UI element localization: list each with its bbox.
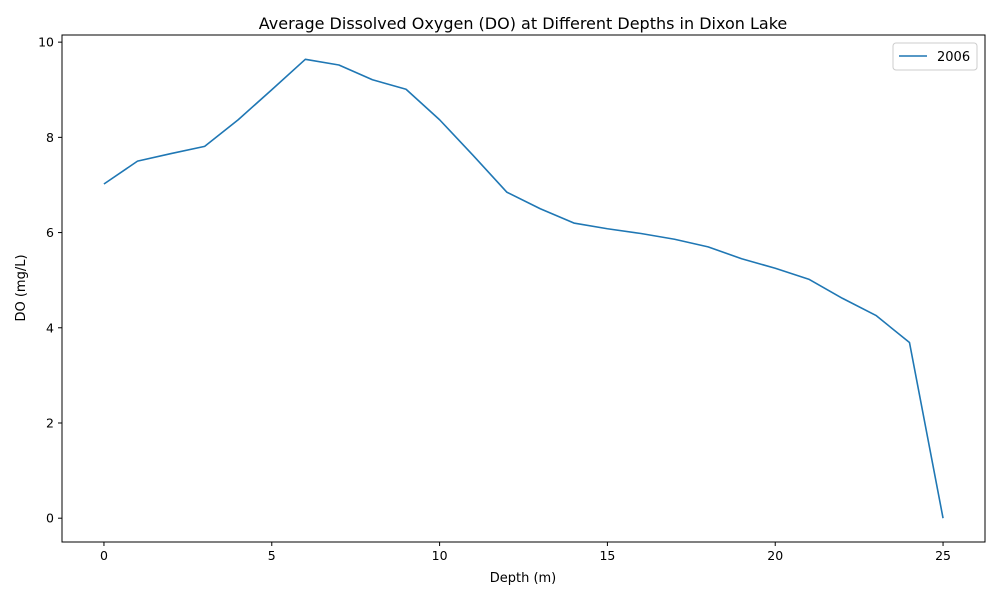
data-point <box>136 160 139 163</box>
data-point <box>337 63 340 66</box>
data-point <box>942 517 945 520</box>
data-point <box>841 297 844 300</box>
data-point <box>270 88 273 91</box>
data-point <box>472 154 475 157</box>
data-point <box>203 145 206 148</box>
data-point <box>304 58 307 61</box>
plot-area-frame <box>61 34 986 543</box>
y-tick-label: 2 <box>46 415 54 430</box>
x-tick-label: 25 <box>935 548 951 563</box>
data-point <box>707 245 710 248</box>
y-axis-label: DO (mg/L) <box>14 254 29 321</box>
series-layer <box>102 58 945 520</box>
x-axis-label: Depth (m) <box>490 571 557 586</box>
x-tick-label: 10 <box>432 548 448 563</box>
chart-title: Average Dissolved Oxygen (DO) at Differe… <box>259 14 787 33</box>
data-point <box>371 78 374 81</box>
legend-label: 2006 <box>937 50 970 65</box>
data-point <box>639 232 642 235</box>
data-point <box>237 118 240 121</box>
y-tick-label: 8 <box>46 130 54 145</box>
data-point <box>740 257 743 260</box>
x-tick-label: 5 <box>268 548 276 563</box>
y-tick-label: 4 <box>46 320 54 335</box>
x-tick-label: 15 <box>599 548 615 563</box>
y-tick-label: 6 <box>46 225 54 240</box>
data-point <box>807 278 810 281</box>
data-point <box>505 191 508 194</box>
data-point <box>673 238 676 241</box>
legend: 2006 <box>892 42 978 71</box>
data-point <box>874 314 877 317</box>
series-line-2006 <box>103 58 944 519</box>
data-point <box>539 207 542 210</box>
y-tick-label: 0 <box>46 511 54 526</box>
data-point <box>438 118 441 121</box>
x-tick-label: 0 <box>100 548 108 563</box>
data-point <box>572 222 575 225</box>
data-point <box>606 227 609 230</box>
data-point <box>774 267 777 270</box>
y-axis: 0 2 4 6 8 10 <box>38 35 62 526</box>
legend-frame <box>892 42 978 71</box>
data-point <box>170 152 173 155</box>
data-point <box>908 341 911 344</box>
x-axis: 0 5 10 15 20 25 <box>100 542 951 563</box>
x-tick-label: 20 <box>767 548 783 563</box>
data-point <box>405 88 408 91</box>
y-tick-label: 10 <box>38 35 54 50</box>
data-point <box>102 183 105 186</box>
